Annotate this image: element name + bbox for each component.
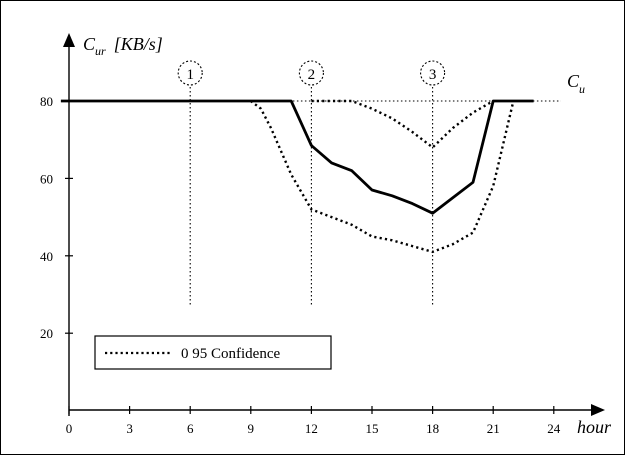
x-tick-label-21: 21 <box>487 421 500 436</box>
reference-line-label: Cu <box>567 71 585 96</box>
x-axis-arrow <box>591 404 605 416</box>
marker-circle-3 <box>420 60 446 86</box>
x-axis-label: hour <box>577 417 612 437</box>
y-axis-unit: [KB/s] <box>114 34 163 54</box>
legend-box <box>94 335 332 370</box>
x-tick-label-15: 15 <box>366 421 379 436</box>
legend: 0 95 Confidence <box>94 335 332 370</box>
series-layer <box>60 99 534 254</box>
y-axis-arrow <box>63 33 75 47</box>
series-line-2 <box>250 100 515 254</box>
reference-layer <box>60 87 561 307</box>
y-tick-label-60: 60 <box>40 171 53 186</box>
x-tick-label-3: 3 <box>126 421 133 436</box>
y-tick-label-80: 80 <box>40 94 53 109</box>
legend-label: 0 95 Confidence <box>181 346 280 362</box>
y-tick-label-40: 40 <box>40 249 53 264</box>
marker-circle-1 <box>177 60 203 86</box>
series-line-3 <box>311 99 494 149</box>
label-layer: 1 2 3 <box>177 60 446 86</box>
x-tick-label-0: 0 <box>66 421 73 436</box>
series-line-1 <box>60 99 534 215</box>
x-tick-label-24: 24 <box>547 421 561 436</box>
marker-circle-2 <box>298 60 324 86</box>
y-axis-subscript: ur <box>95 44 106 58</box>
y-axis-symbol: C <box>83 34 96 54</box>
x-tick-label-18: 18 <box>426 421 439 436</box>
marker-label-2: 2 <box>308 67 316 83</box>
reference-subscript: u <box>579 82 585 96</box>
x-tick-label-12: 12 <box>305 421 318 436</box>
y-tick-label-20: 20 <box>40 326 53 341</box>
reference-symbol: C <box>567 71 580 91</box>
y-axis-label: Cur [KB/s] <box>83 34 163 58</box>
x-tick-label-9: 9 <box>248 421 255 436</box>
x-tick-label-6: 6 <box>187 421 194 436</box>
marker-label-3: 3 <box>429 67 437 83</box>
marker-label-1: 1 <box>186 67 194 83</box>
